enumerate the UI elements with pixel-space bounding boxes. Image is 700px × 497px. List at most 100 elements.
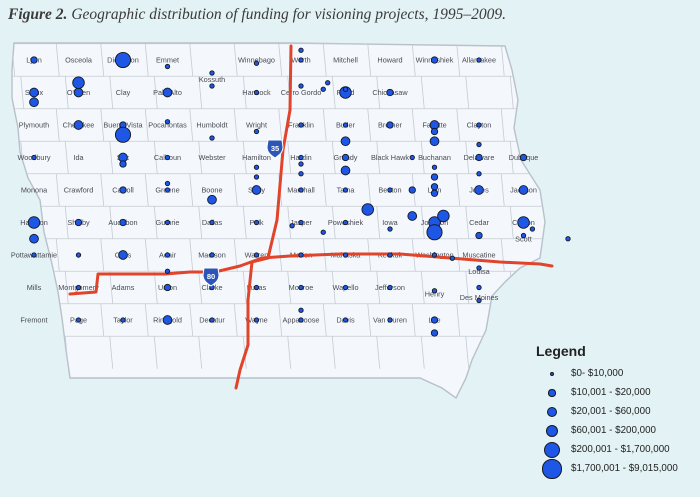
county-border (109, 76, 114, 109)
funding-marker (426, 224, 443, 241)
legend-marker-icon (547, 407, 557, 417)
funding-marker (325, 80, 331, 86)
funding-marker (209, 219, 215, 226)
funding-marker (386, 121, 394, 129)
county-border (109, 141, 114, 174)
county-border (144, 173, 149, 207)
funding-marker (31, 154, 37, 161)
funding-marker (209, 70, 215, 76)
county-label: Mitchell (333, 56, 358, 65)
county-border (500, 43, 505, 77)
funding-marker (361, 203, 375, 216)
funding-marker (298, 317, 304, 323)
county-border (367, 303, 372, 337)
county-border (367, 108, 372, 142)
county-border (55, 303, 60, 337)
county-border (456, 43, 461, 77)
legend-item: $1,700,001 - $9,015,000 (530, 459, 698, 479)
legend-item: $60,001 - $200,000 (530, 422, 698, 441)
funding-marker (114, 126, 132, 143)
county-border (322, 173, 327, 207)
county-border (278, 238, 283, 272)
county-border (233, 303, 238, 337)
funding-marker (430, 329, 439, 337)
funding-marker (342, 86, 349, 92)
funding-marker (209, 83, 215, 89)
funding-marker (253, 317, 260, 323)
funding-marker (164, 219, 171, 226)
funding-marker (298, 252, 304, 258)
funding-marker (298, 187, 304, 193)
legend-item: $10,001 - $20,000 (530, 384, 698, 403)
funding-marker (29, 97, 39, 108)
county-border (411, 108, 416, 142)
funding-marker (298, 154, 304, 161)
county-border (546, 174, 549, 207)
county-label: Ida (73, 153, 84, 162)
county-border (456, 173, 461, 207)
county-border (331, 206, 336, 239)
county-border (555, 206, 558, 239)
county-label: Monona (21, 186, 48, 195)
county-border (376, 336, 381, 369)
funding-marker (118, 250, 128, 260)
county-label: Mills (27, 283, 42, 292)
funding-marker (407, 211, 418, 221)
legend-label: $200,001 - $1,700,000 (571, 444, 670, 455)
county-border (500, 303, 505, 337)
funding-marker (298, 171, 304, 177)
funding-marker (431, 288, 438, 294)
county-label: Crawford (64, 186, 94, 195)
shield-icon (202, 267, 220, 287)
funding-marker (29, 233, 39, 244)
legend-label: $20,001 - $60,000 (571, 406, 651, 417)
funding-marker (75, 284, 82, 291)
county-border (287, 336, 292, 369)
funding-marker (342, 187, 349, 193)
funding-marker (119, 186, 127, 194)
county-border (100, 303, 105, 337)
county-border (189, 173, 194, 207)
county-label: Winnebago (238, 56, 275, 65)
funding-marker (298, 83, 304, 89)
figure-title: Geographic distribution of funding for v… (71, 6, 507, 23)
funding-marker (164, 252, 171, 258)
funding-marker (429, 136, 440, 147)
county-label: Black Hawk (371, 153, 409, 162)
county-border (278, 43, 283, 77)
county-border (233, 108, 238, 142)
county-border (546, 109, 549, 142)
county-border (198, 206, 203, 239)
county-label: Cedar (469, 218, 489, 227)
funding-marker (565, 236, 571, 242)
legend-items: $0- $10,000 $10,001 - $20,000 $20,001 - $6… (530, 365, 698, 479)
county-border (100, 108, 105, 142)
county-border (198, 141, 203, 174)
county-border (555, 76, 558, 109)
county-border (420, 271, 425, 304)
county-label: Hamilton (242, 153, 271, 162)
county-border (465, 336, 470, 369)
funding-marker (164, 119, 171, 125)
funding-marker (320, 86, 326, 92)
i80-shield: 80 (202, 267, 220, 287)
funding-marker (75, 317, 82, 323)
county-label: Humboldt (196, 121, 227, 130)
county-border (420, 76, 425, 109)
county-border (367, 43, 372, 77)
county-label: Cerro Gordo (281, 88, 322, 97)
county-border (55, 108, 60, 142)
county-border (153, 76, 158, 109)
county-label: Kossuth (199, 75, 225, 84)
county-label: Iowa (382, 218, 398, 227)
funding-marker (298, 47, 304, 53)
county-border (376, 271, 381, 304)
county-label: Pocahontas (148, 121, 187, 130)
funding-marker (253, 284, 260, 291)
figure-label: Figure 2. (8, 6, 68, 23)
legend-marker-icon (544, 442, 560, 458)
county-border (144, 303, 149, 337)
county-border (198, 76, 203, 109)
funding-marker (475, 231, 483, 240)
funding-marker (476, 122, 482, 128)
